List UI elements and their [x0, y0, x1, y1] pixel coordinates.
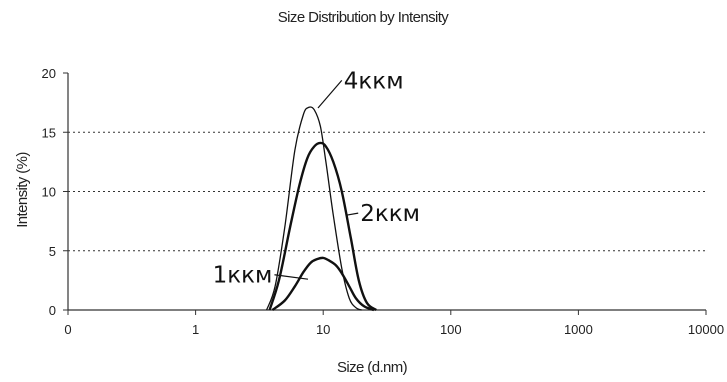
- annotation-leader-line: [346, 212, 359, 216]
- x-tick-label: 10: [316, 322, 330, 337]
- x-tick-label: 10000: [688, 322, 724, 337]
- series-annotation-label: 4ккм: [344, 68, 404, 94]
- x-tick-label: 1000: [564, 322, 593, 337]
- y-axis-ticks: 0 5 10 15 20: [42, 66, 68, 318]
- series-line-1: [265, 106, 362, 311]
- series-annotations: 4ккм 2ккм 1ккм: [213, 68, 420, 288]
- x-axis-ticks: 0 1 10 100 1000 10000: [64, 310, 724, 337]
- x-tick-label: 100: [440, 322, 462, 337]
- y-tick-label: 5: [49, 244, 56, 259]
- annotation-leader-line: [274, 274, 309, 280]
- x-tick-label: 1: [192, 322, 199, 337]
- x-tick-label: 0: [64, 322, 71, 337]
- y-tick-label: 0: [49, 303, 56, 318]
- y-tick-label: 20: [42, 66, 56, 81]
- series-lines: [265, 106, 377, 312]
- y-tick-label: 15: [42, 125, 56, 140]
- series-line-3: [271, 256, 375, 312]
- series-annotation-label: 1ккм: [213, 263, 273, 289]
- grid-lines: [68, 131, 706, 252]
- chart-title: Size Distribution by Intensity: [278, 9, 450, 26]
- x-axis-label: Size (d.nm): [337, 359, 408, 376]
- annotation-leader-line: [317, 80, 343, 109]
- y-axis-label: Intensity (%): [14, 152, 31, 228]
- series-annotation-label: 2ккм: [360, 201, 420, 227]
- series-line-2: [268, 141, 377, 312]
- y-tick-label: 10: [42, 185, 56, 200]
